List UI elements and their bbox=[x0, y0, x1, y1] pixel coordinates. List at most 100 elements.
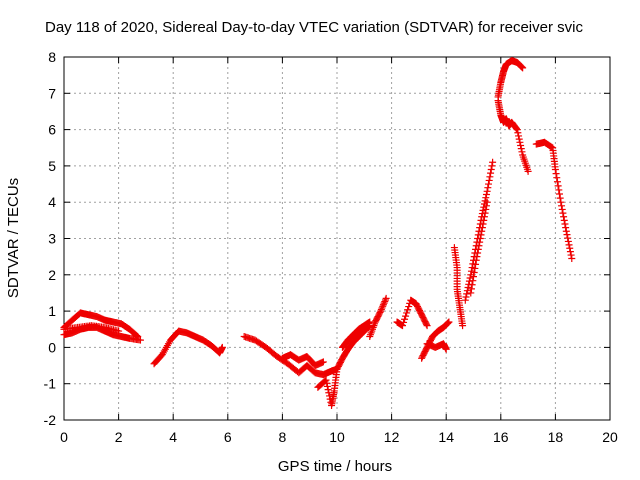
data-point bbox=[560, 213, 568, 221]
data-point bbox=[553, 174, 561, 182]
data-point bbox=[322, 376, 330, 384]
y-tick-label: -1 bbox=[44, 376, 57, 392]
data-point bbox=[554, 182, 562, 190]
y-tick-label: 2 bbox=[48, 267, 56, 283]
data-point bbox=[518, 148, 526, 156]
data-point bbox=[553, 178, 561, 186]
data-point bbox=[480, 213, 488, 221]
data-point bbox=[485, 180, 493, 188]
data-point bbox=[378, 304, 386, 312]
data-point bbox=[515, 135, 523, 143]
data-point bbox=[379, 302, 387, 310]
data-point bbox=[379, 301, 387, 309]
data-point bbox=[512, 125, 520, 133]
data-point bbox=[485, 176, 493, 184]
data-point bbox=[487, 169, 495, 177]
data-point bbox=[475, 242, 483, 250]
data-point bbox=[567, 251, 575, 259]
data-point bbox=[482, 194, 490, 202]
data-point bbox=[423, 322, 431, 330]
data-point bbox=[480, 216, 488, 224]
data-point bbox=[514, 129, 522, 137]
data-point bbox=[515, 132, 523, 140]
series-arc-m bbox=[467, 198, 491, 297]
y-tick-label: 6 bbox=[48, 122, 56, 138]
data-point bbox=[477, 231, 485, 239]
x-tick-label: 0 bbox=[60, 429, 68, 445]
data-point bbox=[568, 254, 576, 262]
y-axis-label: SDTVAR / TECUs bbox=[5, 178, 22, 298]
series-arc-k bbox=[450, 244, 467, 330]
data-point bbox=[566, 248, 574, 256]
data-point bbox=[470, 269, 478, 277]
x-tick-label: 16 bbox=[493, 429, 509, 445]
data-point bbox=[513, 126, 521, 134]
x-tick-label: 2 bbox=[115, 429, 123, 445]
data-point bbox=[472, 256, 480, 264]
data-point bbox=[516, 138, 524, 146]
data-point bbox=[381, 298, 389, 306]
data-point bbox=[382, 294, 390, 302]
data-point bbox=[474, 245, 482, 253]
series-arc-e bbox=[314, 322, 374, 409]
data-point bbox=[482, 202, 490, 210]
data-point bbox=[472, 260, 480, 268]
data-point bbox=[562, 227, 570, 235]
series-arc-n bbox=[494, 97, 532, 175]
data-point bbox=[461, 296, 469, 304]
data-point bbox=[483, 198, 491, 206]
data-point bbox=[563, 231, 571, 239]
data-point bbox=[479, 220, 487, 228]
data-point bbox=[561, 220, 569, 228]
data-point bbox=[487, 166, 495, 174]
data-point bbox=[482, 205, 490, 213]
y-tick-label: 8 bbox=[48, 49, 56, 65]
series-arc-f bbox=[338, 318, 374, 351]
data-point bbox=[422, 320, 430, 328]
chart-title: Day 118 of 2020, Sidereal Day-to-day VTE… bbox=[45, 19, 583, 36]
axis-ticks bbox=[63, 56, 611, 421]
data-point bbox=[218, 343, 226, 351]
data-point bbox=[444, 319, 452, 327]
data-point bbox=[323, 382, 331, 390]
data-points bbox=[60, 57, 576, 409]
series-arc-h bbox=[393, 296, 431, 330]
data-point bbox=[381, 296, 389, 304]
data-point bbox=[564, 234, 572, 242]
data-point bbox=[556, 194, 564, 202]
data-point bbox=[555, 190, 563, 198]
x-tick-label: 4 bbox=[169, 429, 177, 445]
data-point bbox=[469, 277, 477, 285]
data-point bbox=[404, 306, 412, 314]
data-point bbox=[136, 336, 144, 344]
data-point bbox=[562, 224, 570, 232]
data-point bbox=[405, 303, 413, 311]
data-point bbox=[560, 216, 568, 224]
series-arc-j bbox=[423, 340, 450, 353]
data-point bbox=[459, 322, 467, 330]
data-point bbox=[470, 273, 477, 281]
data-point bbox=[442, 345, 450, 353]
data-point bbox=[489, 158, 497, 166]
data-point bbox=[484, 184, 492, 192]
x-tick-label: 18 bbox=[548, 429, 564, 445]
data-point bbox=[481, 209, 489, 217]
data-point bbox=[444, 319, 452, 327]
data-point bbox=[486, 173, 494, 181]
data-point bbox=[323, 379, 331, 387]
x-tick-label: 10 bbox=[329, 429, 345, 445]
data-point bbox=[403, 309, 411, 317]
x-tick-label: 12 bbox=[384, 429, 400, 445]
x-tick-label: 8 bbox=[279, 429, 287, 445]
series-arc-d bbox=[278, 351, 327, 370]
data-point bbox=[377, 306, 385, 314]
data-point bbox=[473, 253, 481, 261]
data-point bbox=[324, 386, 332, 394]
series-arc-a-mid bbox=[60, 322, 123, 335]
data-point bbox=[557, 198, 565, 206]
series-arc-p bbox=[532, 138, 576, 262]
data-point bbox=[519, 64, 527, 72]
y-tick-label: -2 bbox=[44, 412, 57, 428]
data-point bbox=[564, 237, 572, 245]
